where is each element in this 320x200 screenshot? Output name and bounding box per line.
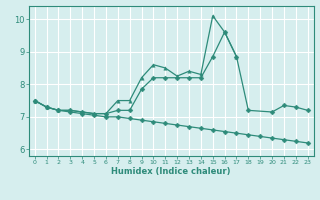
X-axis label: Humidex (Indice chaleur): Humidex (Indice chaleur) (111, 167, 231, 176)
